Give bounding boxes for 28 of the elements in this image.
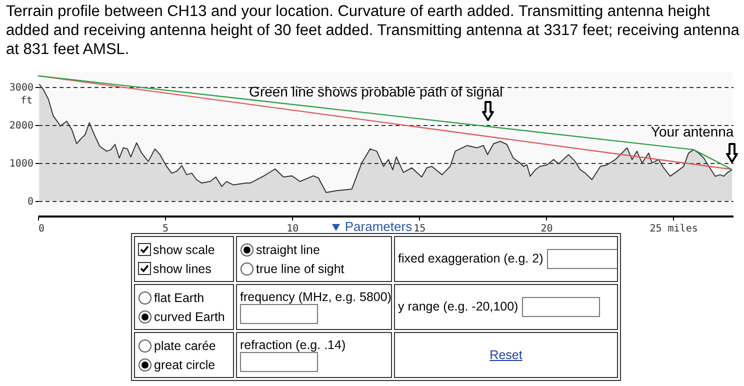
text: true line of sight — [256, 262, 344, 276]
y-tick-label: 2000 — [9, 120, 34, 132]
text: Reset — [490, 348, 522, 362]
text: refraction (e.g. .14) — [240, 338, 347, 352]
y-axis-title: ft — [20, 96, 32, 106]
text: show lines — [153, 262, 212, 276]
x-tick-label: 25 miles — [650, 224, 698, 234]
annotation: Green line shows probable path of signal — [249, 84, 503, 100]
text: flat Earth — [154, 290, 204, 304]
text: fixed exaggeration (e.g. 2) — [398, 251, 544, 266]
text: frequency (MHz, e.g. 5800) — [240, 290, 392, 304]
annotation: Your antenna — [650, 123, 734, 140]
y-tick-label: 0 — [27, 196, 34, 208]
text: straight line — [256, 242, 320, 256]
text: great circle — [154, 358, 216, 372]
y-tick-label: 3000 — [9, 82, 34, 94]
text: y range (e.g. -20,100) — [398, 299, 518, 314]
text: plate carée — [154, 338, 216, 352]
y-tick-label: 1000 — [9, 158, 34, 170]
x-tick-label: 0 — [38, 224, 45, 234]
text: Parameters — [344, 219, 412, 234]
x-tick-label: 20 — [540, 224, 553, 234]
chart-title: Terrain profile between CH13 and your location. Curvature of earth added. Transmitting antenna height added and receiving antenna height of 30 feet added. Transmitting antenna at 3317 feet; receiving antenna at 831 feet AMSL. — [6, 2, 740, 59]
x-tick-label: 10 — [286, 224, 299, 234]
text: curved Earth — [154, 310, 225, 324]
x-tick-label: 5 — [162, 224, 169, 234]
text: show scale — [153, 242, 215, 256]
x-tick-label: 15 — [414, 224, 426, 234]
